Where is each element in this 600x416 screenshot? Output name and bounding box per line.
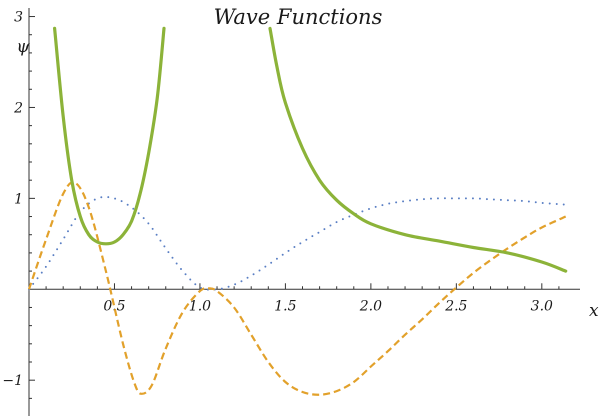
plot-area bbox=[27, 26, 568, 396]
x-tick-label: 1.0 bbox=[189, 298, 211, 314]
y-axis-label: ψ bbox=[16, 37, 30, 57]
x-axis-label: x bbox=[589, 301, 599, 321]
x-tick-label: 2.0 bbox=[359, 298, 382, 314]
series-dotted-line bbox=[28, 195, 567, 291]
series-solid-line-segment-2 bbox=[268, 26, 568, 273]
x-tick-label: 3.0 bbox=[531, 298, 553, 314]
series-solid-line-segment-1 bbox=[53, 26, 166, 246]
y-tick-label: −1 bbox=[2, 373, 23, 389]
chart-title: Wave Functions bbox=[214, 5, 383, 29]
axes: 0.5 1.0 1.5 2.0 2.5 3.0 −1 1 2 3 bbox=[2, 8, 580, 416]
x-tick-label: 2.5 bbox=[444, 298, 467, 314]
x-tick-label: 0.5 bbox=[103, 298, 125, 314]
x-tick-label: 1.5 bbox=[274, 298, 296, 314]
y-tick-label: 1 bbox=[14, 191, 23, 207]
y-tick-label: 3 bbox=[14, 10, 23, 26]
y-tick-label: 2 bbox=[13, 100, 23, 116]
series-dashed-line bbox=[27, 181, 567, 396]
